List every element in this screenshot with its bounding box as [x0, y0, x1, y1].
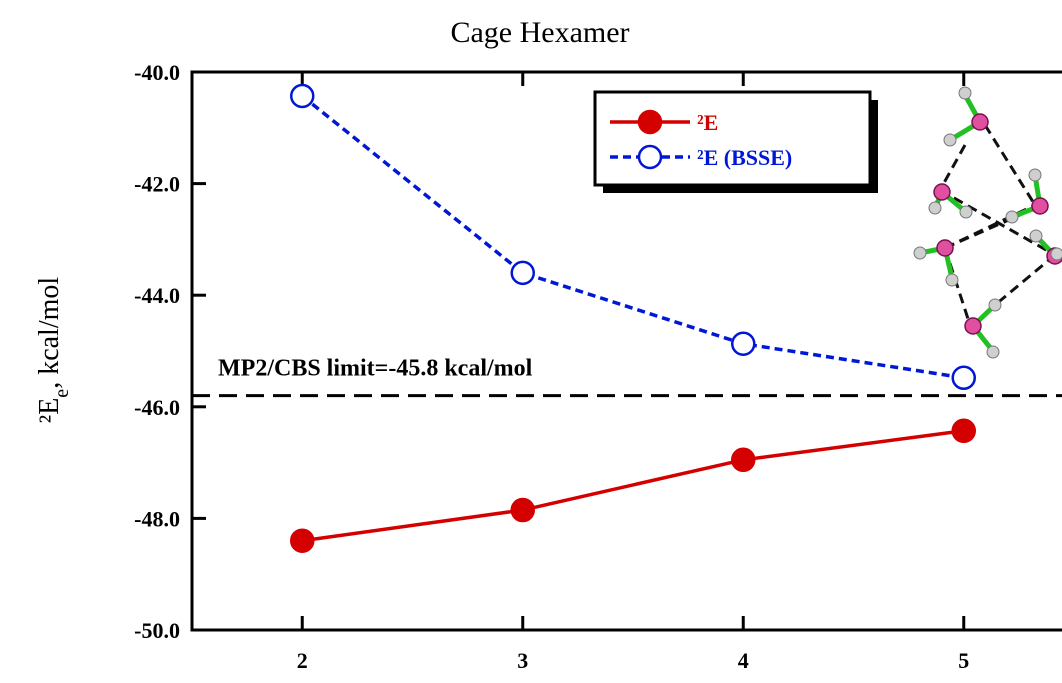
data-point [953, 420, 975, 442]
x-tick-label: 5 [958, 648, 969, 673]
y-tick-label: -42.0 [134, 172, 180, 197]
data-point [512, 499, 534, 521]
legend-label: ²E [697, 110, 718, 135]
y-label-main: ²E [34, 398, 65, 424]
data-point [291, 85, 313, 107]
series-line [302, 431, 964, 541]
legend-marker [639, 111, 661, 133]
x-tick-label: 2 [297, 648, 308, 673]
data-point [953, 367, 975, 389]
y-tick-label: -40.0 [134, 60, 180, 85]
data-point [512, 262, 534, 284]
x-tick-label: 4 [738, 648, 749, 673]
y-tick-label: -46.0 [134, 395, 180, 420]
y-tick-label: -50.0 [134, 618, 180, 643]
legend-label: ²E (BSSE) [697, 145, 792, 170]
data-point [732, 449, 754, 471]
data-point [732, 333, 754, 355]
chart: Cage Hexamer ²Ee, kcal/mol -50.0-48.0 [0, 0, 1062, 678]
legend-marker [639, 146, 661, 168]
y-tick-label: -48.0 [134, 506, 180, 531]
y-axis-label: ²Ee, kcal/mol [34, 277, 73, 424]
molecule-illustration [914, 87, 1062, 358]
y-label-sub: e [51, 389, 73, 398]
x-tick-label: 3 [517, 648, 528, 673]
chart-title: Cage Hexamer [450, 16, 629, 49]
reference-label: MP2/CBS limit=-45.8 kcal/mol [218, 356, 533, 382]
data-point [291, 530, 313, 552]
legend-box [595, 92, 870, 185]
y-tick-label: -44.0 [134, 283, 180, 308]
y-label-rest: , kcal/mol [34, 277, 65, 389]
